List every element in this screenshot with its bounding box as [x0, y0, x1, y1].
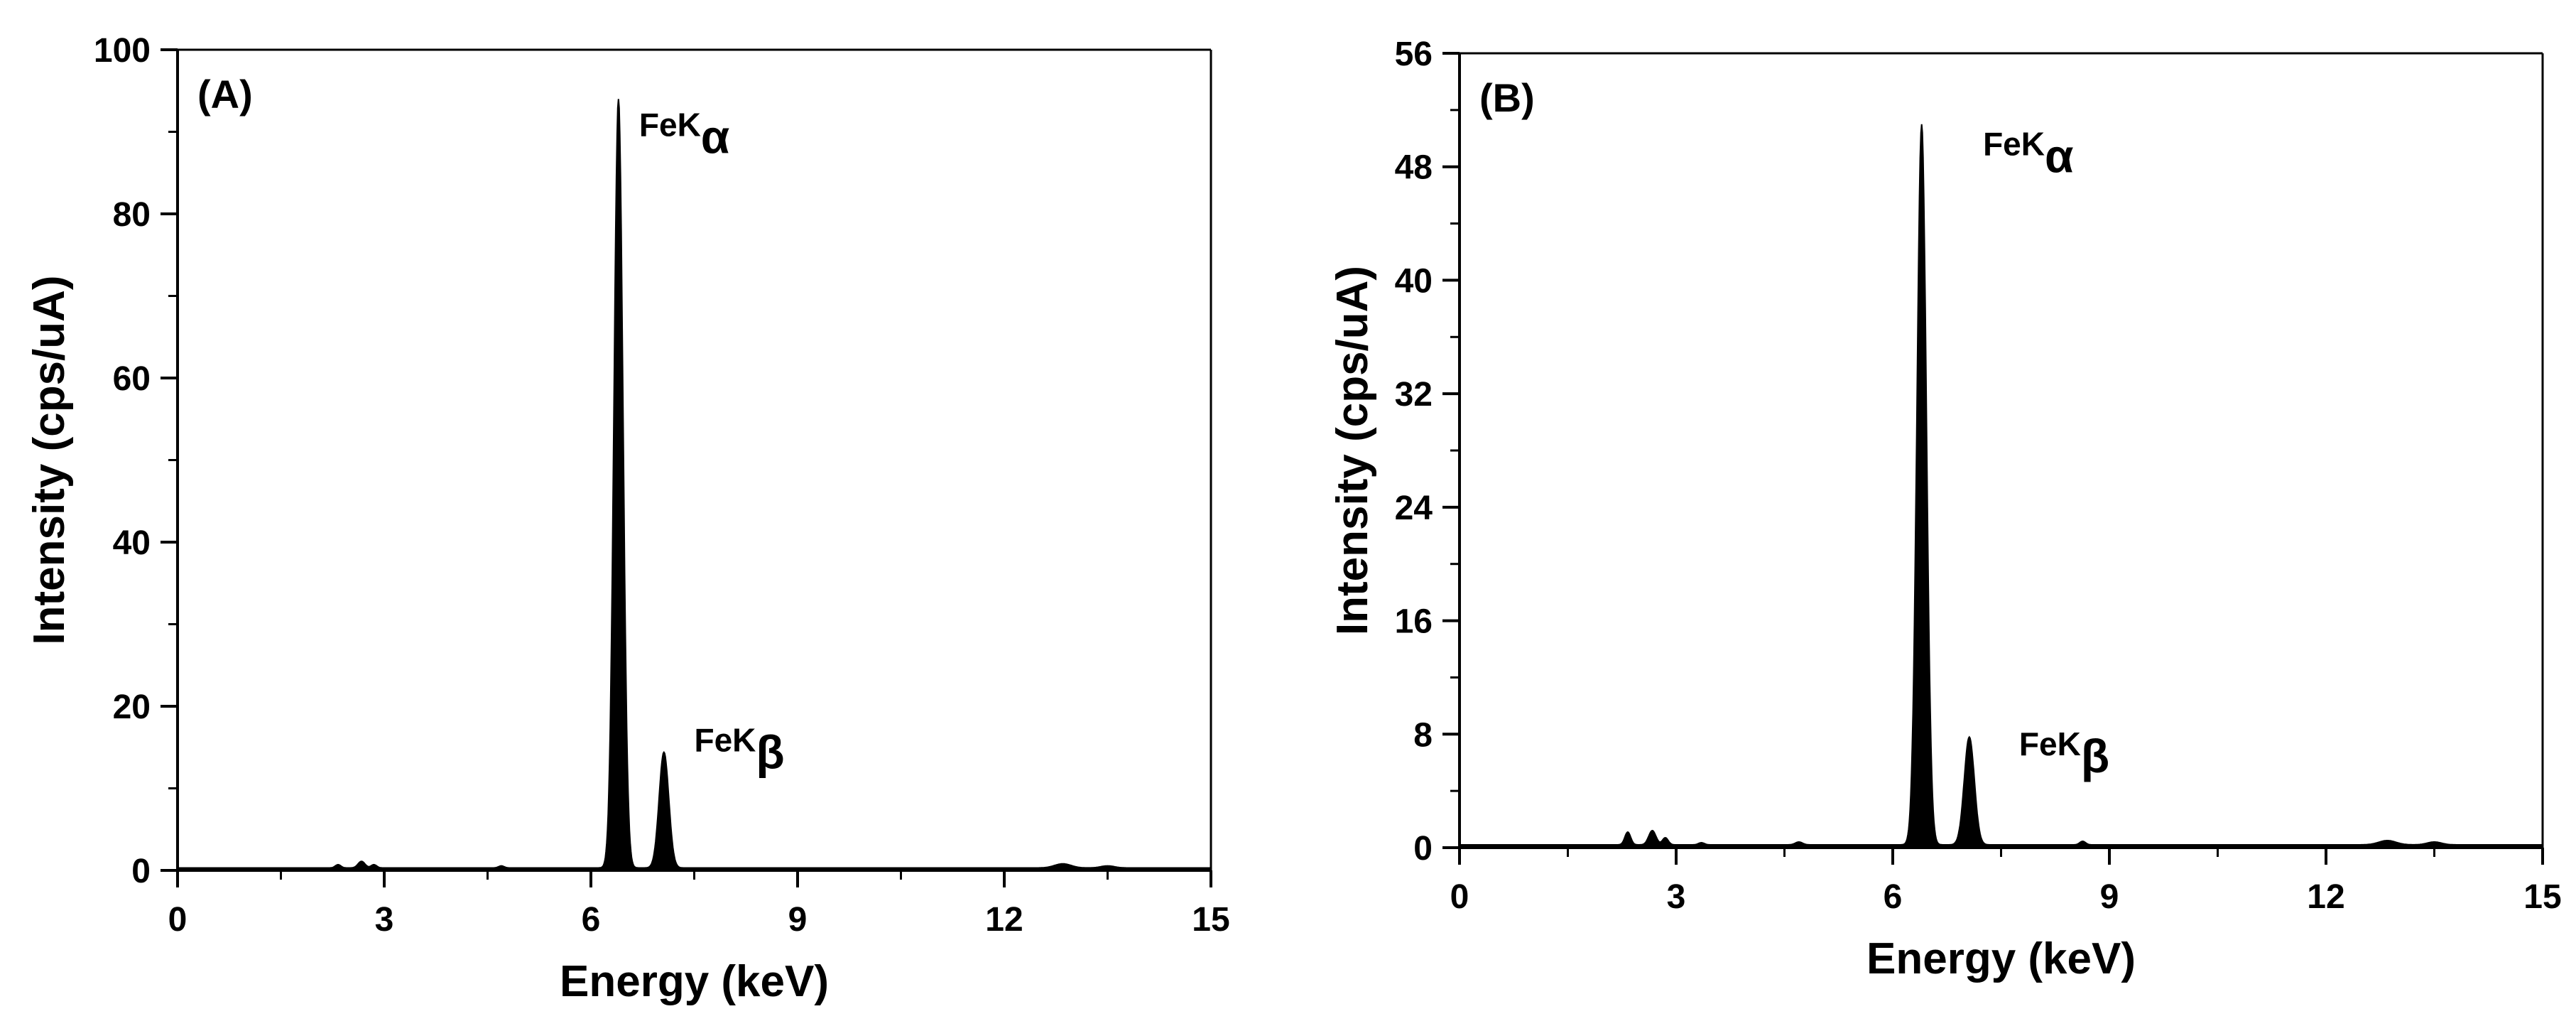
peak-annotation: FeKβ: [695, 722, 785, 779]
y-tick-label: 24: [1395, 490, 1433, 527]
x-tick-label: 6: [582, 901, 601, 939]
y-tick-label: 0: [131, 853, 151, 890]
peak-annotation: FeKα: [1983, 126, 2073, 183]
peak-annotation-sub: α: [701, 110, 730, 163]
peak-annotation-main: FeK: [695, 722, 756, 759]
x-tick-label: 12: [2307, 878, 2344, 916]
x-tick-label: 3: [375, 901, 394, 939]
y-tick-label: 0: [1413, 830, 1433, 868]
panel-label: (A): [197, 72, 253, 117]
x-tick-label: 3: [1667, 878, 1686, 916]
peak-annotation-sub: β: [756, 726, 784, 779]
x-axis-title: Energy (keV): [1866, 934, 2136, 983]
y-tick-label: 32: [1395, 376, 1433, 414]
y-tick-label: 48: [1395, 149, 1433, 187]
peak-annotation-main: FeK: [2019, 725, 2081, 762]
spectrum-area: [177, 99, 1212, 871]
y-tick-label: 80: [113, 196, 151, 234]
peak-annotation-main: FeK: [1983, 126, 2045, 163]
peak-annotation-main: FeK: [639, 106, 701, 143]
x-tick-label: 9: [2100, 878, 2119, 916]
x-tick-label: 15: [1192, 901, 1229, 939]
y-tick-label: 40: [113, 524, 151, 562]
x-tick-label: 15: [2523, 878, 2561, 916]
x-tick-label: 9: [788, 901, 808, 939]
spectrum-area: [1459, 124, 2543, 848]
y-axis-title: Intensity (cps/uA): [1328, 266, 1377, 635]
peak-annotation-sub: α: [2045, 130, 2074, 183]
x-tick-label: 0: [168, 901, 188, 939]
x-tick-label: 6: [1884, 878, 1903, 916]
y-tick-label: 8: [1413, 716, 1433, 754]
y-axis-title: Intensity (cps/uA): [25, 275, 74, 644]
y-tick-label: 40: [1395, 262, 1433, 300]
y-tick-label: 100: [94, 32, 151, 70]
y-tick-label: 60: [113, 360, 151, 398]
chart-panel-b: 0 3 6 9 12 15 0 8 16 24 32 40 48 56 Energy (keV) Intens…: [1328, 36, 2562, 983]
y-tick-label: 56: [1395, 36, 1433, 73]
peak-annotation: FeKα: [639, 106, 729, 163]
x-axis-title: Energy (keV): [560, 957, 829, 1006]
panel-label: (B): [1479, 75, 1535, 120]
peak-annotation: FeKβ: [2019, 725, 2109, 782]
y-tick-label: 20: [113, 688, 151, 726]
peak-annotation-sub: β: [2081, 730, 2109, 782]
chart-panel-a: 0 3 6 9 12 15 0 20 40 60 80 100 Energy (keV) Intensit…: [25, 32, 1230, 1006]
x-tick-label: 12: [985, 901, 1023, 939]
y-tick-label: 16: [1395, 603, 1433, 641]
x-tick-label: 0: [1450, 878, 1469, 916]
